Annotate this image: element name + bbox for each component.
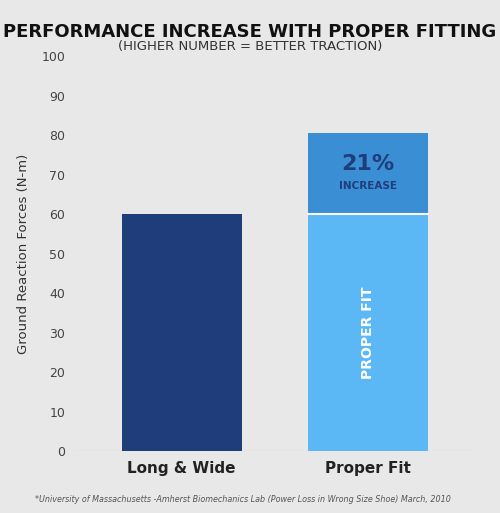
Bar [122, 214, 242, 451]
Text: PERFORMANCE INCREASE WITH PROPER FITTING: PERFORMANCE INCREASE WITH PROPER FITTING [4, 23, 496, 41]
Text: *University of Massachusetts -Amherst Biomechanics Lab (Power Loss in Wrong Size: *University of Massachusetts -Amherst Bi… [35, 495, 451, 504]
Bar [308, 133, 428, 214]
Bar [308, 214, 428, 451]
Text: 21%: 21% [342, 154, 395, 174]
Text: INCREASE: INCREASE [340, 182, 398, 191]
Y-axis label: Ground Reaction Forces (N-m): Ground Reaction Forces (N-m) [18, 154, 30, 354]
Text: PROPER FIT: PROPER FIT [362, 287, 376, 379]
Text: (HIGHER NUMBER = BETTER TRACTION): (HIGHER NUMBER = BETTER TRACTION) [118, 40, 382, 53]
